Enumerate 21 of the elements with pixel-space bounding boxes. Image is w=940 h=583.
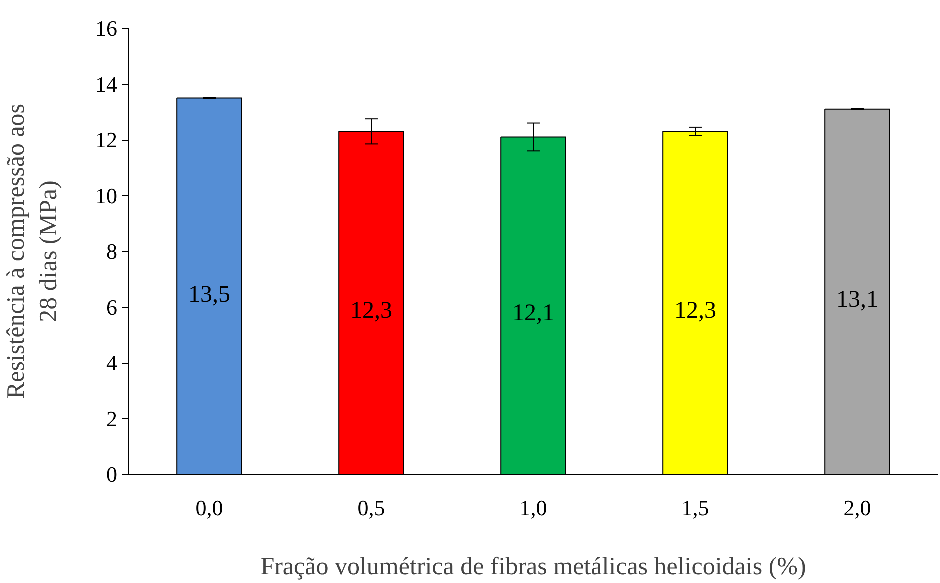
x-axis-title: Fração volumétrica de fibras metálicas helicoidais (%) — [260, 554, 806, 580]
y-tick-label: 4 — [106, 350, 118, 376]
x-tick-label: 0,0 — [196, 496, 224, 520]
y-tick-label: 0 — [106, 462, 118, 487]
y-axis-title: Resistência à compressão aos 28 dias (MPa) — [3, 104, 62, 400]
y-tick-label: 10 — [96, 183, 118, 208]
y-tick-label: 6 — [106, 294, 118, 320]
data-label: 12,3 — [674, 298, 716, 324]
y-tick-label: 2 — [106, 406, 118, 432]
data-label: 13,5 — [188, 282, 230, 308]
data-label: 13,1 — [836, 287, 878, 314]
x-tick-label: 2,0 — [844, 496, 872, 520]
x-tick-label: 1,0 — [520, 496, 548, 520]
y-tick-label: 8 — [106, 239, 118, 264]
y-tick-label: 16 — [96, 16, 118, 41]
y-tick-label: 14 — [96, 72, 118, 97]
x-tick-label: 1,5 — [682, 496, 710, 520]
data-label: 12,1 — [512, 300, 554, 327]
data-label: 12,3 — [350, 298, 392, 324]
x-tick-label: 0,5 — [358, 496, 386, 520]
y-tick-label: 12 — [96, 128, 118, 152]
